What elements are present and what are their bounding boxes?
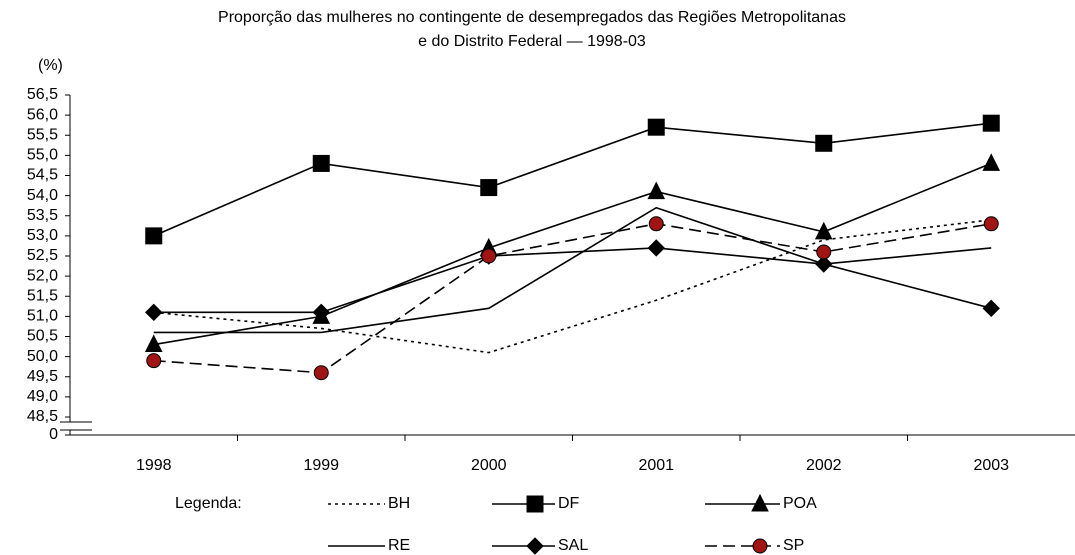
marker (481, 248, 497, 264)
series-line (153, 247, 992, 314)
legend-label: SAL (558, 537, 588, 554)
x-tick-label: 1999 (303, 457, 339, 474)
marker (647, 181, 666, 200)
marker (815, 255, 833, 273)
marker (146, 353, 162, 369)
y-tick-label: 55,0 (27, 147, 58, 164)
chart-title: e do Distrito Federal — 1998-03 (418, 33, 646, 50)
y-tick-label: 54,5 (27, 167, 58, 184)
y-tick-label: 52,0 (27, 267, 58, 284)
legend-title: Legenda: (175, 495, 242, 512)
x-tick-label: 2001 (638, 457, 674, 474)
chart-title: Proporção das mulheres no contingente de… (218, 9, 846, 26)
y-tick-label: 56,5 (27, 86, 58, 103)
marker (982, 114, 1000, 132)
marker (751, 493, 769, 512)
x-tick-label: 1998 (136, 457, 172, 474)
y-tick-label: 50,0 (27, 348, 58, 365)
marker (815, 134, 833, 152)
marker (647, 239, 665, 257)
legend-label: POA (783, 495, 817, 512)
marker (144, 334, 163, 353)
y-tick-label: 50,5 (27, 328, 58, 345)
legend-label: RE (388, 537, 410, 554)
marker (480, 179, 498, 197)
y-tick-label: 55,5 (27, 126, 58, 143)
y-axis-label: (%) (38, 57, 63, 74)
marker (814, 221, 833, 240)
legend-label: BH (388, 495, 410, 512)
y-tick-label: 48,5 (27, 408, 58, 425)
series-line (153, 122, 992, 237)
marker (648, 216, 664, 232)
y-tick-label: 0 (49, 426, 58, 443)
marker (752, 538, 768, 554)
y-tick-label: 53,5 (27, 207, 58, 224)
axis-break-gap (68, 422, 72, 430)
y-tick-label: 51,0 (27, 308, 58, 325)
marker (145, 227, 163, 245)
marker (313, 365, 329, 381)
marker (982, 153, 1001, 171)
marker (312, 303, 330, 322)
marker (526, 495, 544, 513)
series-line (153, 222, 992, 374)
marker (647, 118, 665, 136)
x-tick-label: 2003 (973, 457, 1009, 474)
marker (816, 244, 832, 260)
marker (145, 303, 163, 322)
marker (982, 299, 1000, 318)
series-line (153, 218, 992, 354)
series-line (153, 206, 992, 334)
legend-label: DF (558, 495, 580, 512)
marker (312, 154, 330, 172)
y-tick-label: 52,5 (27, 247, 58, 264)
marker (526, 537, 544, 555)
legend-label: SP (783, 537, 804, 554)
y-tick-label: 49,5 (27, 368, 58, 385)
series-line (153, 162, 992, 346)
y-tick-label: 51,5 (27, 287, 58, 304)
y-tick-label: 56,0 (27, 106, 58, 123)
y-tick-label: 53,0 (27, 227, 58, 244)
y-tick-label: 54,0 (27, 187, 58, 204)
marker (983, 216, 999, 232)
y-tick-label: 49,0 (27, 388, 58, 405)
x-tick-label: 2002 (806, 457, 842, 474)
x-tick-label: 2000 (471, 457, 507, 474)
